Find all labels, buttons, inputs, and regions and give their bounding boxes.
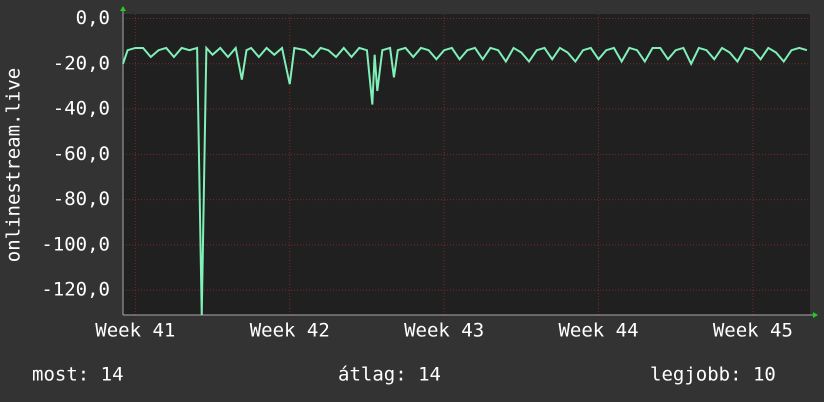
y-axis-label: onlinestream.live [3, 68, 25, 262]
x-tick-label: Week 45 [713, 320, 793, 342]
axis-arrow [813, 312, 818, 318]
y-tick-label: 0,0 [76, 7, 110, 29]
y-tick-label: -100,0 [41, 233, 110, 255]
axis-arrow [120, 6, 126, 11]
y-tick-label: -80,0 [53, 188, 110, 210]
x-tick-label: Week 44 [558, 320, 638, 342]
stat-label: legjobb: 10 [650, 364, 776, 386]
y-tick-label: -120,0 [41, 279, 110, 301]
x-tick-label: Week 41 [95, 320, 175, 342]
data-line [122, 45, 808, 316]
stat-label: most: 14 [32, 364, 124, 386]
y-tick-label: -60,0 [53, 143, 110, 165]
stat-label: átlag: 14 [338, 364, 441, 386]
x-tick-label: Week 43 [404, 320, 484, 342]
y-tick-label: -40,0 [53, 98, 110, 120]
x-tick-label: Week 42 [250, 320, 330, 342]
y-tick-label: -20,0 [53, 52, 110, 74]
plot-area [123, 14, 810, 315]
